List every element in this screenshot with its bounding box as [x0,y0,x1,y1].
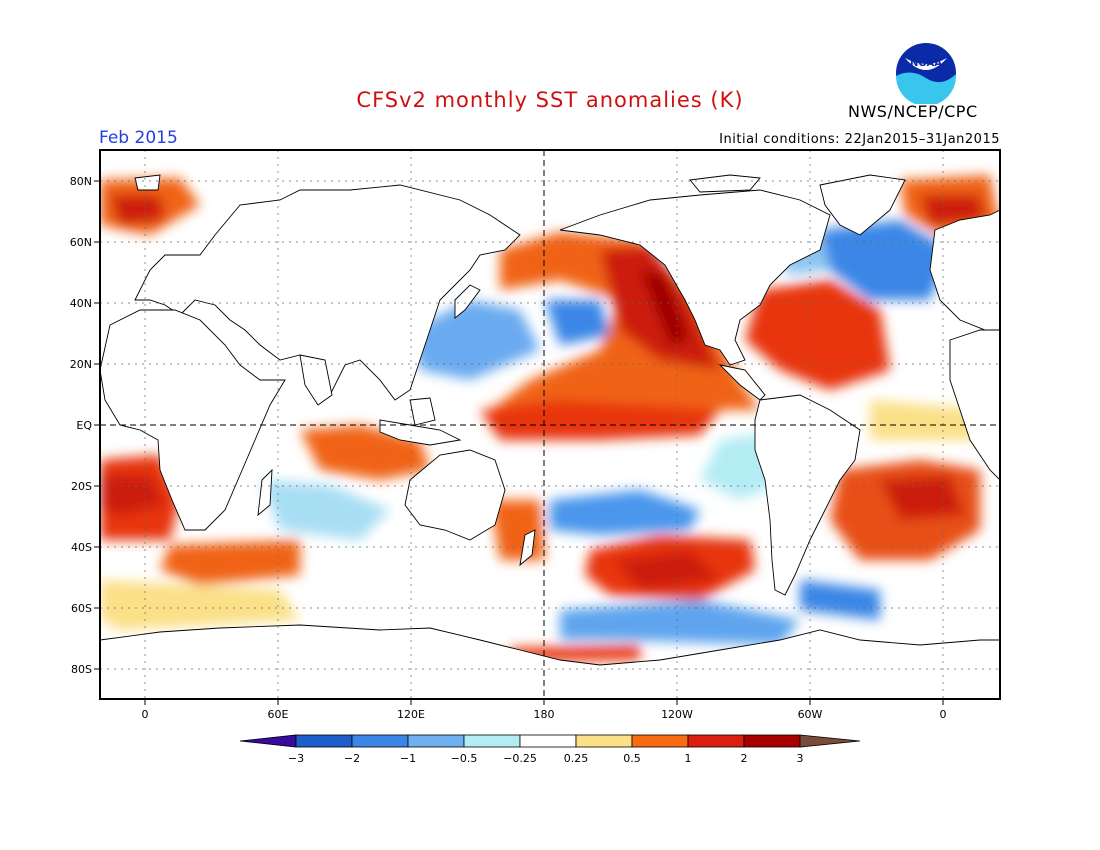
greenland-landmass [819,174,906,236]
colorbar-segment-9 [743,734,801,748]
colorbar-segment-1 [295,734,353,748]
svg-text:NOAA: NOAA [910,58,942,69]
land-masses [100,174,1000,699]
colorbar-label-2: 2 [741,752,748,765]
lat-label-40s: 40S [71,541,92,554]
chart-title: CFSv2 monthly SST anomalies (K) [356,88,744,112]
eurasia-landmass [134,184,521,401]
colorbar-low-arrow [239,734,297,748]
borneo-landmass [409,397,436,426]
lon-label-60e: 60E [268,708,289,721]
lat-label-20n: 20N [70,358,92,371]
colorbar-label-neg1: −1 [400,752,416,765]
lon-label-60w: 60W [798,708,823,721]
japan-islands [454,284,481,319]
anomaly-region-se-atlantic-hot-west [100,475,165,515]
anomaly-region-south-pacific-cool-band [550,490,700,535]
colorbar-label-neg0-5: −0.5 [451,752,478,765]
anomaly-region-barents-hot [110,195,165,225]
anomaly-region-nw-pacific-cool [410,300,540,380]
colorbar-segment-4 [463,734,521,748]
lat-label-20s: 20S [71,480,92,493]
anomaly-region-north-atlantic-cool [820,220,950,300]
arctic-islands-east [689,174,761,193]
colorbar-segment-6 [575,734,633,748]
anomaly-region-south-indian-cool [260,480,390,540]
colorbar-segment-8 [687,734,745,748]
longitude-labels: 0 60E 120E 180 120W 60W 0 [142,708,947,721]
madagascar-landmass [257,468,273,517]
lon-label-120w: 120W [661,708,693,721]
anomaly-region-southern-ocean-cool [560,600,800,645]
anomaly-region-barents-hot-east [920,195,985,225]
south-america-landmass [754,394,861,596]
lon-label-180: 180 [534,708,555,721]
lat-label-60s: 60S [71,602,92,615]
lat-label-80s: 80S [71,663,92,676]
lat-label-eq: EQ [76,419,92,432]
colorbar-label-0-5: 0.5 [623,752,641,765]
lon-label-0-east: 0 [940,708,947,721]
colorbar-label-neg0-25: −0.25 [503,752,537,765]
axis-ticks [94,180,944,705]
noaa-logo: NOAA [896,43,956,104]
colorbar-label-1: 1 [685,752,692,765]
africa-east-wrap [949,329,1000,481]
lat-label-80n: 80N [70,175,92,188]
indonesia-islands [379,419,462,446]
north-america-landmass [559,189,831,366]
colorbar [239,734,861,748]
lon-label-0-west: 0 [142,708,149,721]
anomaly-region-sw-atlantic-cool [800,580,880,620]
colorbar-segment-3 [407,734,465,748]
australia-landmass [404,449,506,541]
graticule-lines [100,150,1000,699]
africa-landmass [100,309,286,531]
colorbar-segment-7 [631,734,689,748]
colorbar-tick-labels: −3 −2 −1 −0.5 −0.25 0.25 0.5 1 2 3 [288,752,804,765]
colorbar-label-0-25: 0.25 [564,752,589,765]
central-america-landmass [718,364,766,401]
colorbar-segment-2 [351,734,409,748]
colorbar-high-arrow [799,734,861,748]
colorbar-label-3: 3 [797,752,804,765]
antarctica-landmass [100,624,1000,699]
svalbard-islands [134,174,161,191]
anomaly-region-ne-pacific-strong [640,270,690,345]
anomaly-region-south-pacific-hot [615,550,720,590]
colorbar-segment-5 [519,734,577,748]
agency-label: NWS/NCEP/CPC [848,102,978,121]
anomaly-region-southern-ocean-pale-warm [100,580,300,630]
anomaly-region-southern-indian-warm [160,540,300,585]
lat-label-60n: 60N [70,236,92,249]
anomaly-region-nw-atlantic-warm [745,280,890,390]
lon-label-120e: 120E [397,708,425,721]
lat-label-40n: 40N [70,297,92,310]
india-landmass [299,354,333,406]
initial-conditions-label: Initial conditions: 22Jan2015–31Jan2015 [719,132,1000,147]
anomaly-region-south-atlantic-hot [880,475,965,520]
anomaly-region-equatorial-pacific-warm [480,400,720,440]
latitude-labels: 80N 60N 40N 20N EQ 20S 40S 60S 80S [70,175,93,676]
anomaly-region-central-pacific-cool [545,300,610,345]
colorbar-label-neg3: −3 [288,752,304,765]
forecast-month-label: Feb 2015 [99,128,178,148]
colorbar-label-neg2: −2 [344,752,360,765]
new-zealand-islands [519,529,536,567]
